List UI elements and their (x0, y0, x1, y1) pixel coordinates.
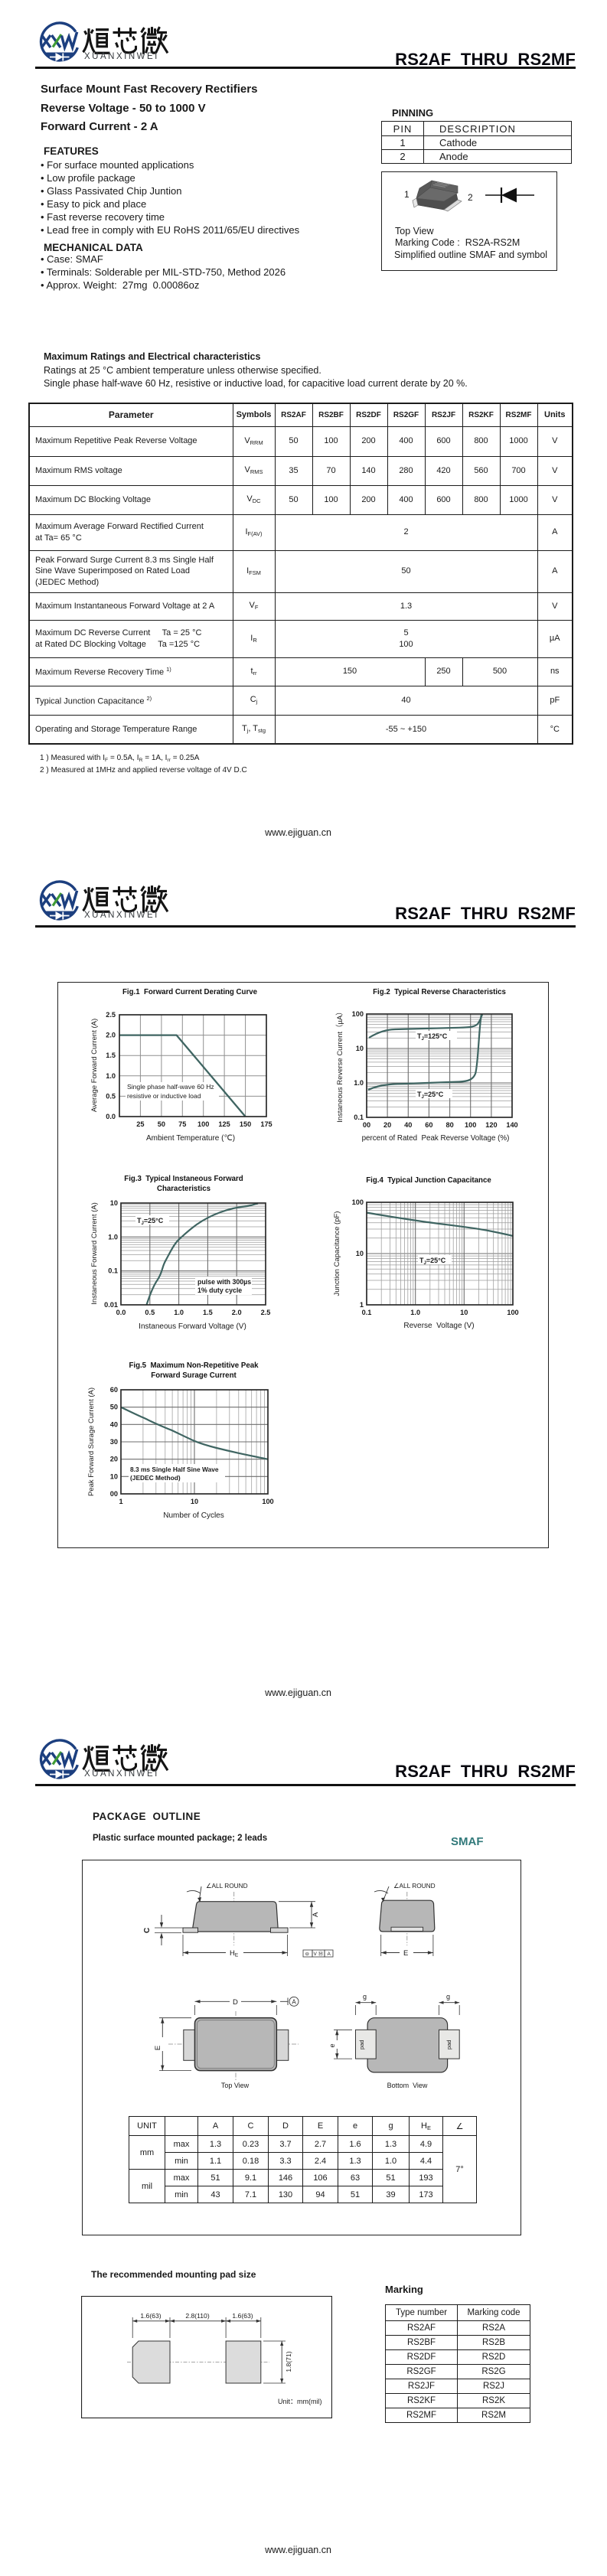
svg-text:175: 175 (260, 1120, 272, 1128)
svg-text:Reverse Voltage (V): Reverse Voltage (V) (403, 1322, 474, 1330)
svg-text:1.5: 1.5 (203, 1309, 213, 1316)
svg-text:A: A (292, 1998, 296, 2005)
svg-text:2.0: 2.0 (232, 1309, 242, 1316)
svg-text:1.0: 1.0 (106, 1072, 116, 1080)
svg-text:Bottom View: Bottom View (387, 2082, 428, 2089)
svg-text:TJ=25°C: TJ=25°C (419, 1257, 446, 1266)
svg-text:00: 00 (110, 1490, 118, 1498)
svg-text:0.1: 0.1 (362, 1309, 372, 1316)
svg-text:60: 60 (110, 1386, 118, 1394)
svg-text:E: E (154, 2046, 162, 2050)
svg-text:100: 100 (352, 1198, 364, 1206)
svg-text:100: 100 (197, 1120, 209, 1128)
svg-text:Instaneous Reverse Current（µA）: Instaneous Reverse Current（µA） (335, 1008, 344, 1123)
svg-text:40: 40 (404, 1121, 412, 1129)
svg-text:E: E (403, 1949, 408, 1958)
svg-text:1% duty cycle: 1% duty cycle (197, 1286, 242, 1294)
svg-text:⊖: ⊖ (305, 1952, 310, 1957)
svg-text:10: 10 (110, 1199, 118, 1207)
svg-text:100: 100 (465, 1121, 476, 1129)
svg-text:D: D (233, 1998, 238, 2007)
svg-text:0.5: 0.5 (106, 1092, 116, 1100)
svg-text:10: 10 (191, 1498, 198, 1505)
svg-text:∠ALL ROUND: ∠ALL ROUND (206, 1882, 248, 1890)
svg-text:40: 40 (110, 1420, 118, 1428)
svg-text:1.8(71): 1.8(71) (285, 2351, 292, 2372)
svg-text:1.0: 1.0 (354, 1079, 364, 1087)
svg-text:pad: pad (445, 2040, 452, 2049)
svg-text:100: 100 (352, 1010, 364, 1018)
svg-text:25: 25 (136, 1120, 144, 1128)
svg-text:20: 20 (383, 1121, 391, 1129)
svg-text:C: C (143, 1928, 152, 1933)
svg-text:g: g (446, 1993, 450, 2000)
svg-text:125: 125 (218, 1120, 230, 1128)
svg-text:Top View: Top View (221, 2082, 250, 2089)
svg-text:1: 1 (119, 1498, 122, 1505)
svg-text:2.0: 2.0 (106, 1032, 116, 1039)
svg-text:0.1: 0.1 (108, 1267, 118, 1275)
svg-text:g: g (363, 1993, 367, 2000)
svg-text:0.1: 0.1 (354, 1114, 364, 1121)
svg-text:150: 150 (240, 1120, 251, 1128)
svg-text:10: 10 (356, 1250, 364, 1257)
svg-text:10: 10 (110, 1472, 118, 1480)
svg-text:Ambient Temperature (℃): Ambient Temperature (℃) (146, 1134, 235, 1143)
svg-text:Number of Cycles: Number of Cycles (163, 1511, 224, 1520)
svg-text:Peak Forward Surage Current (A: Peak Forward Surage Current (A) (87, 1387, 96, 1496)
svg-text:Single phase half-wave 60 Hz: Single phase half-wave 60 Hz (127, 1083, 214, 1091)
svg-text:V Ⓜ: V Ⓜ (314, 1951, 324, 1957)
svg-text:Unit：mm(mil): Unit：mm(mil) (278, 2398, 322, 2405)
svg-text:80: 80 (445, 1121, 453, 1129)
svg-text:1.6(63): 1.6(63) (140, 2312, 161, 2320)
svg-text:8.3 ms Single Half Sine Wave: 8.3 ms Single Half Sine Wave (130, 1466, 219, 1473)
svg-text:1.0: 1.0 (410, 1309, 420, 1316)
svg-text:Average Forward Current (A): Average Forward Current (A) (90, 1019, 99, 1112)
svg-text:1.5: 1.5 (106, 1052, 116, 1059)
svg-text:Instaneous Forward Current (A): Instaneous Forward Current (A) (90, 1202, 99, 1305)
svg-text:pulse with 300µs: pulse with 300µs (197, 1278, 251, 1286)
svg-text:TJ=125°C: TJ=125°C (417, 1032, 448, 1042)
svg-text:100: 100 (262, 1498, 273, 1505)
svg-text:(JEDEC Method): (JEDEC Method) (130, 1474, 181, 1482)
svg-text:100: 100 (507, 1309, 518, 1316)
svg-text:1.0: 1.0 (174, 1309, 184, 1316)
svg-text:50: 50 (110, 1404, 118, 1411)
svg-text:75: 75 (178, 1120, 186, 1128)
svg-text:10: 10 (356, 1045, 364, 1052)
svg-text:30: 30 (110, 1438, 118, 1446)
svg-text:20: 20 (110, 1456, 118, 1463)
svg-text:A: A (328, 1952, 331, 1957)
svg-text:60: 60 (425, 1121, 432, 1129)
svg-text:0.5: 0.5 (145, 1309, 155, 1316)
svg-text:120: 120 (485, 1121, 497, 1129)
svg-text:1.0: 1.0 (108, 1233, 118, 1241)
svg-text:TJ=25°C: TJ=25°C (417, 1091, 444, 1100)
svg-text:10: 10 (460, 1309, 468, 1316)
svg-text:00: 00 (363, 1121, 370, 1129)
svg-text:0.0: 0.0 (116, 1309, 126, 1316)
svg-text:50: 50 (158, 1120, 165, 1128)
svg-text:Junction Capacitance (pF): Junction Capacitance (pF) (333, 1211, 341, 1296)
svg-text:TJ=25°C: TJ=25°C (137, 1217, 164, 1226)
svg-text:Instaneous Forward Voltage (V): Instaneous Forward Voltage (V) (139, 1322, 246, 1331)
svg-text:percent of Rated Peak Reverse: percent of Rated Peak Reverse Voltage (%… (362, 1134, 510, 1143)
svg-text:0.0: 0.0 (106, 1113, 116, 1120)
svg-text:2.5: 2.5 (261, 1309, 271, 1316)
svg-text:resistive or inductive load: resistive or inductive load (127, 1092, 201, 1100)
svg-text:HE: HE (230, 1949, 239, 1958)
svg-text:pad: pad (358, 2040, 365, 2049)
svg-text:1.6(63): 1.6(63) (232, 2312, 253, 2320)
svg-text:A: A (312, 1912, 320, 1917)
svg-text:e: e (329, 2043, 336, 2047)
svg-text:2.5: 2.5 (106, 1011, 116, 1019)
svg-text:140: 140 (506, 1121, 517, 1129)
svg-text:1: 1 (360, 1301, 364, 1309)
svg-text:∠ALL ROUND: ∠ALL ROUND (393, 1882, 436, 1890)
svg-text:0.01: 0.01 (104, 1301, 118, 1309)
svg-text:2.8(110): 2.8(110) (185, 2312, 210, 2320)
